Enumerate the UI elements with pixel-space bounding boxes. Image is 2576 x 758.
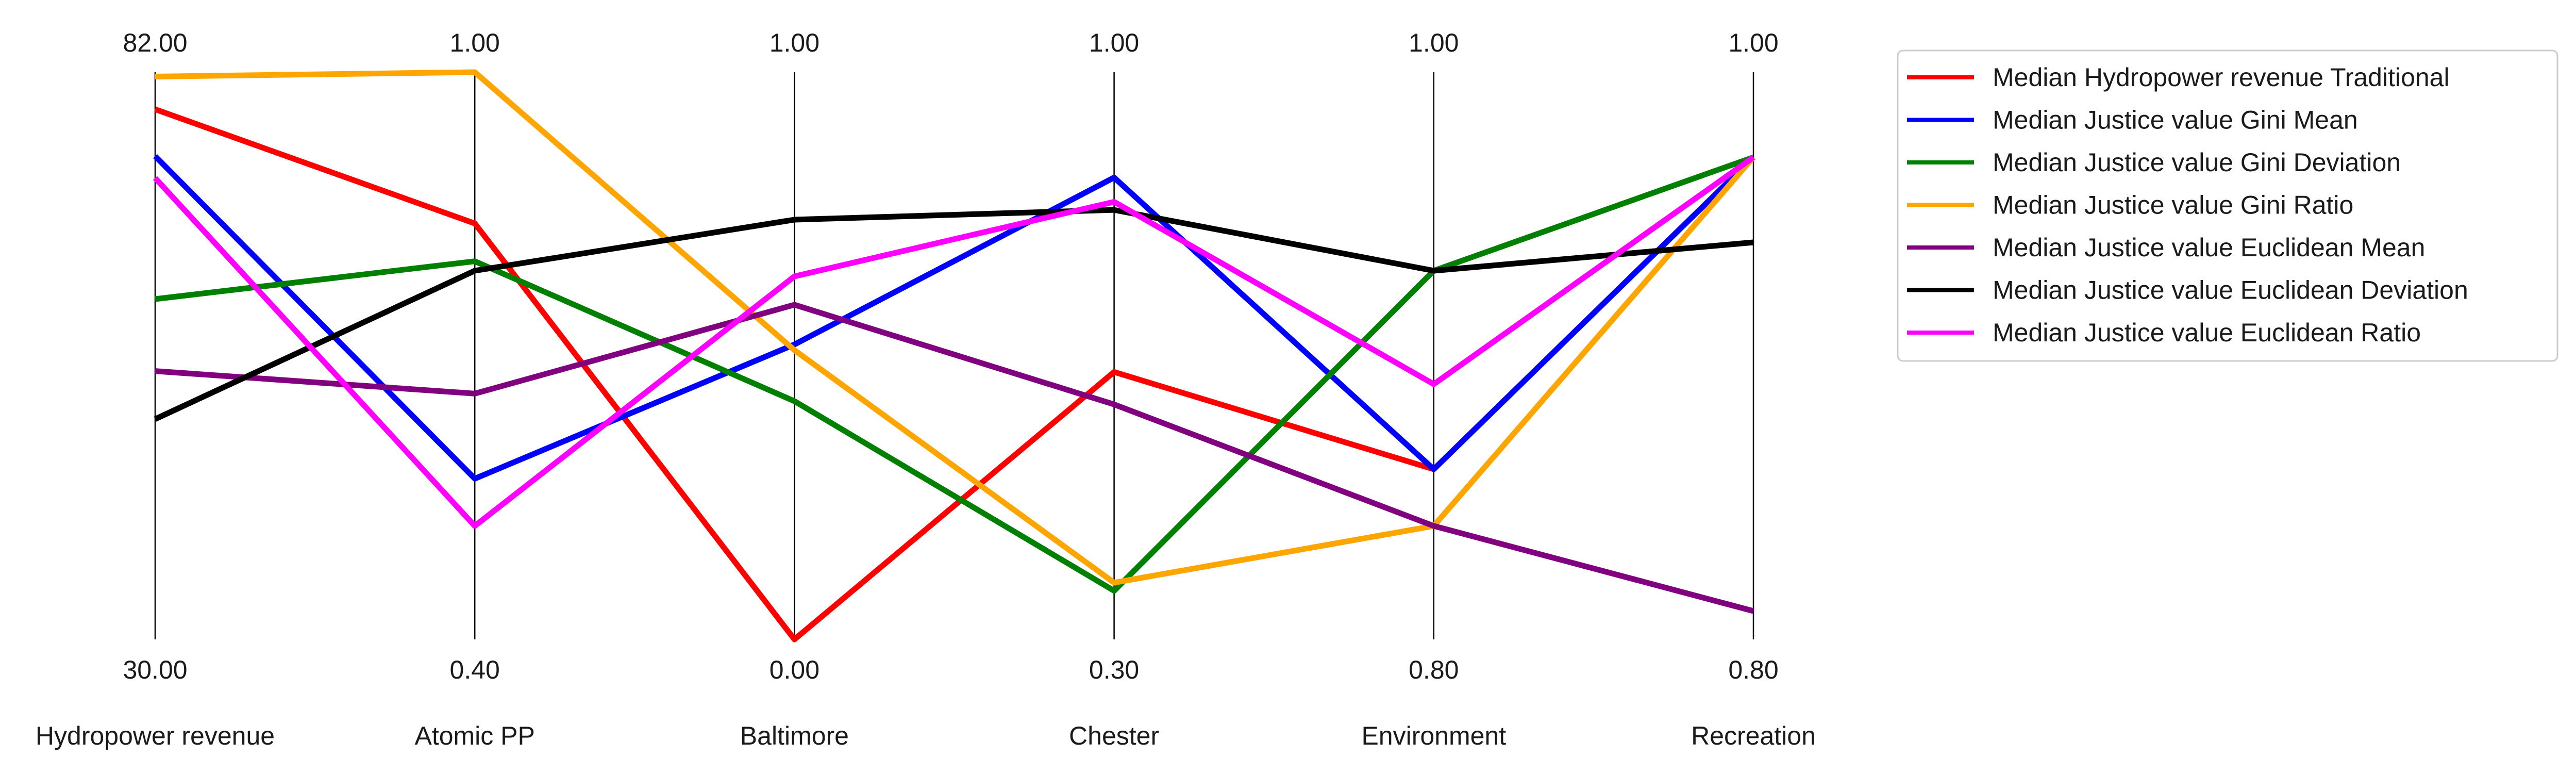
axis-max-label-environment: 1.00 <box>1409 28 1459 57</box>
axis-min-label-environment: 0.80 <box>1409 655 1459 684</box>
axis-min-label-atomic-pp: 0.40 <box>450 655 500 684</box>
axis-name-atomic-pp: Atomic PP <box>414 721 534 750</box>
axis-name-environment: Environment <box>1361 721 1506 750</box>
legend-label-median-justice-value-gini-deviation: Median Justice value Gini Deviation <box>1993 148 2401 177</box>
axis-name-hydropower-revenue: Hydropower revenue <box>36 721 275 750</box>
axis-max-label-chester: 1.00 <box>1089 28 1139 57</box>
axis-max-label-hydropower-revenue: 82.00 <box>123 28 187 57</box>
legend-label-median-hydropower-revenue-traditional: Median Hydropower revenue Traditional <box>1993 63 2450 92</box>
axis-min-label-recreation: 0.80 <box>1728 655 1778 684</box>
series-layer <box>153 69 1756 642</box>
axis-min-label-chester: 0.30 <box>1089 655 1139 684</box>
axis-name-recreation: Recreation <box>1691 721 1816 750</box>
series-line-median-justice-value-gini-ratio <box>155 69 1756 586</box>
axis-min-label-baltimore: 0.00 <box>770 655 819 684</box>
legend-label-median-justice-value-gini-ratio: Median Justice value Gini Ratio <box>1993 191 2353 220</box>
legend-label-median-justice-value-euclidean-ratio: Median Justice value Euclidean Ratio <box>1993 318 2421 347</box>
series-line-median-justice-value-gini-mean <box>153 154 1755 482</box>
axes-layer: 82.00 30.00 Hydropower revenue 1.00 0.40 Atom… <box>36 28 1816 750</box>
legend-label-median-justice-value-euclidean-mean: Median Justice value Euclidean Mean <box>1993 233 2425 262</box>
legend-label-median-justice-value-euclidean-deviation: Median Justice value Euclidean Deviation <box>1993 276 2468 305</box>
legend-box <box>1897 50 2558 362</box>
axis-name-baltimore: Baltimore <box>740 721 849 750</box>
axis-name-chester: Chester <box>1069 721 1159 750</box>
axis-max-label-atomic-pp: 1.00 <box>450 28 500 57</box>
series-line-median-justice-value-euclidean-deviation <box>154 207 1754 422</box>
axis-max-label-baltimore: 1.00 <box>770 28 819 57</box>
series-line-median-justice-value-gini-deviation <box>155 154 1754 594</box>
series-line-median-hydropower-revenue-traditional <box>154 106 1755 642</box>
series-line-median-justice-value-euclidean-ratio <box>153 155 1755 529</box>
legend-label-median-justice-value-gini-mean: Median Justice value Gini Mean <box>1993 106 2358 135</box>
series-line-median-justice-value-euclidean-mean <box>155 302 1754 614</box>
axis-max-label-recreation: 1.00 <box>1728 28 1778 57</box>
axis-min-label-hydropower-revenue: 30.00 <box>123 655 187 684</box>
legend: Median Hydropower revenue Traditional Med… <box>1897 50 2558 362</box>
